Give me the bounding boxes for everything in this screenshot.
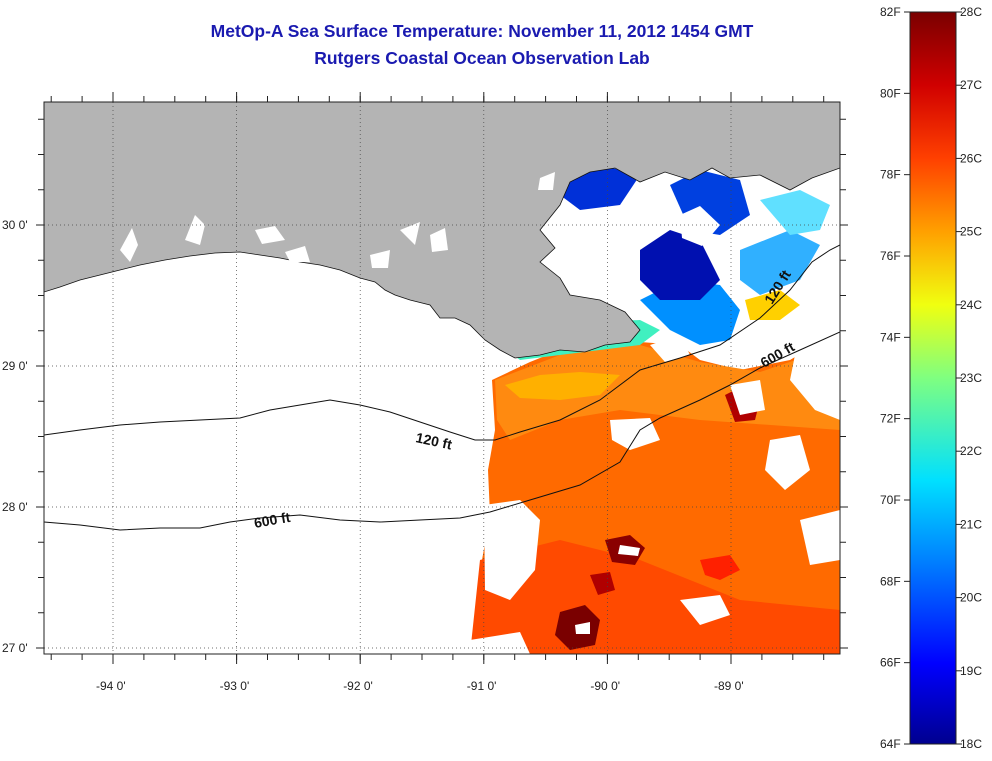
inland-lakes <box>120 172 720 272</box>
colorbar-f-label: 76F <box>880 249 901 263</box>
colorbar-c-label: 28C <box>960 5 982 19</box>
colorbar-f-label: 72F <box>880 412 901 426</box>
colorbar-f-label: 66F <box>880 656 901 670</box>
map-plot-area <box>44 102 840 654</box>
map-title: MetOp-A Sea Surface Temperature: Novembe… <box>210 21 754 41</box>
lon-tick-label: -90 0' <box>590 679 620 693</box>
colorbar-f-label: 74F <box>880 330 901 344</box>
lon-tick-label: -94 0' <box>96 679 126 693</box>
lat-tick-label: 29 0' <box>2 359 28 373</box>
plot-frame <box>43 101 841 655</box>
lon-tick-label: -92 0' <box>343 679 373 693</box>
colorbar-c-label: 24C <box>960 298 982 312</box>
colorbar-f-label: 64F <box>880 737 901 751</box>
lat-tick-label: 27 0' <box>2 641 28 655</box>
lat-tick-label: 28 0' <box>2 500 28 514</box>
contour-label-120-west: 120 ft <box>414 429 453 452</box>
map-subtitle: Rutgers Coastal Ocean Observation Lab <box>314 48 650 68</box>
contour-label-600-west: 600 ft <box>253 509 292 531</box>
colorbar-c-label: 23C <box>960 371 982 385</box>
colorbar-c-label: 19C <box>960 664 982 678</box>
colorbar-f-label: 78F <box>880 168 901 182</box>
lat-tick-label: 30 0' <box>2 218 28 232</box>
lon-tick-label: -93 0' <box>220 679 250 693</box>
axis-ticks <box>36 92 848 664</box>
axis-tick-labels: -94 0' -93 0' -92 0' -91 0' -90 0' -89 0' 30 0… <box>2 218 744 693</box>
colorbar-c-label: 18C <box>960 737 982 751</box>
colorbar-c-label: 26C <box>960 151 982 165</box>
graticule <box>44 102 840 654</box>
bathymetry-contours <box>44 244 840 531</box>
colorbar-f-label: 80F <box>880 86 901 100</box>
colorbar-c-label: 25C <box>960 225 982 239</box>
lon-tick-label: -91 0' <box>467 679 497 693</box>
colorbar-c-label: 27C <box>960 78 982 92</box>
colorbar-f-label: 68F <box>880 574 901 588</box>
lon-tick-label: -89 0' <box>714 679 744 693</box>
colorbar-f-label: 70F <box>880 493 901 507</box>
colorbar-c-label: 22C <box>960 444 982 458</box>
colorbar-labels: 82F 80F 78F 76F 74F 72F 70F 68F 66F 64F 28C 27C 26C 2… <box>880 5 982 751</box>
colorbar-c-label: 21C <box>960 517 982 531</box>
colorbar-c-label: 20C <box>960 591 982 605</box>
colorbar <box>909 11 957 745</box>
colorbar-f-label: 82F <box>880 5 901 19</box>
